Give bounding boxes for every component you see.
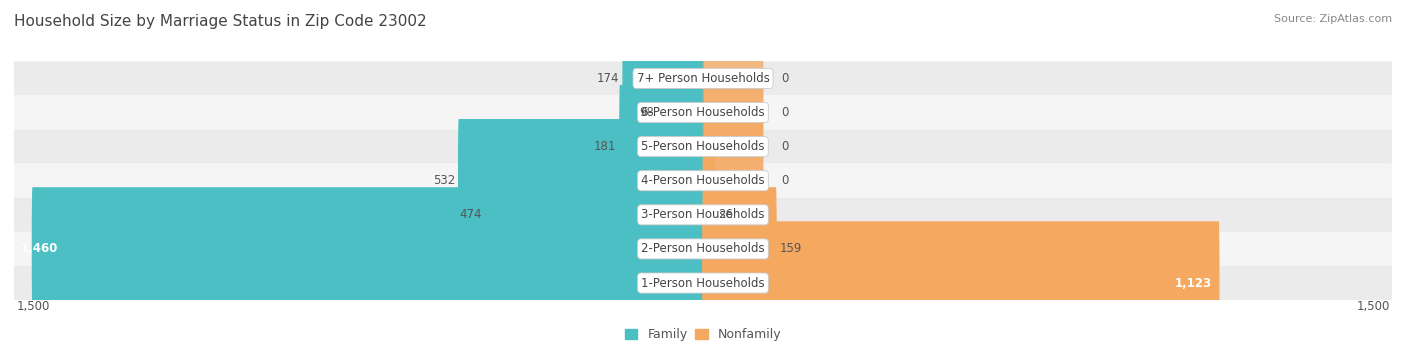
- FancyBboxPatch shape: [703, 17, 763, 140]
- Text: 2-Person Households: 2-Person Households: [641, 242, 765, 255]
- FancyBboxPatch shape: [485, 153, 703, 277]
- Text: 26: 26: [718, 208, 734, 221]
- Text: 174: 174: [598, 72, 620, 85]
- FancyBboxPatch shape: [703, 187, 776, 311]
- FancyBboxPatch shape: [458, 119, 703, 242]
- FancyBboxPatch shape: [14, 198, 1392, 232]
- Text: 0: 0: [782, 174, 789, 187]
- Text: 1,123: 1,123: [1175, 277, 1212, 290]
- Text: 181: 181: [593, 140, 616, 153]
- Text: Source: ZipAtlas.com: Source: ZipAtlas.com: [1274, 14, 1392, 24]
- FancyBboxPatch shape: [14, 61, 1392, 95]
- Text: 0: 0: [782, 72, 789, 85]
- Text: 1,500: 1,500: [17, 300, 49, 313]
- Legend: Family, Nonfamily: Family, Nonfamily: [620, 323, 786, 341]
- Text: 1,500: 1,500: [1357, 300, 1389, 313]
- FancyBboxPatch shape: [619, 85, 703, 208]
- FancyBboxPatch shape: [703, 221, 1219, 341]
- Text: 474: 474: [460, 208, 482, 221]
- Text: 7+ Person Households: 7+ Person Households: [637, 72, 769, 85]
- Text: Household Size by Marriage Status in Zip Code 23002: Household Size by Marriage Status in Zip…: [14, 14, 426, 29]
- Text: 0: 0: [782, 106, 789, 119]
- Text: 4-Person Households: 4-Person Households: [641, 174, 765, 187]
- Text: 98: 98: [640, 106, 654, 119]
- Text: 0: 0: [782, 140, 789, 153]
- Text: 1-Person Households: 1-Person Households: [641, 277, 765, 290]
- FancyBboxPatch shape: [14, 266, 1392, 300]
- FancyBboxPatch shape: [703, 51, 763, 174]
- FancyBboxPatch shape: [14, 164, 1392, 198]
- FancyBboxPatch shape: [703, 119, 763, 242]
- Text: 5-Person Households: 5-Person Households: [641, 140, 765, 153]
- Text: 159: 159: [780, 242, 801, 255]
- FancyBboxPatch shape: [32, 187, 703, 311]
- FancyBboxPatch shape: [657, 51, 703, 174]
- Text: 1,460: 1,460: [21, 242, 58, 255]
- FancyBboxPatch shape: [703, 153, 716, 277]
- Text: 6-Person Households: 6-Person Households: [641, 106, 765, 119]
- FancyBboxPatch shape: [14, 232, 1392, 266]
- Text: 3-Person Households: 3-Person Households: [641, 208, 765, 221]
- FancyBboxPatch shape: [14, 130, 1392, 164]
- FancyBboxPatch shape: [703, 85, 763, 208]
- Text: 532: 532: [433, 174, 456, 187]
- FancyBboxPatch shape: [14, 95, 1392, 130]
- FancyBboxPatch shape: [623, 17, 703, 140]
